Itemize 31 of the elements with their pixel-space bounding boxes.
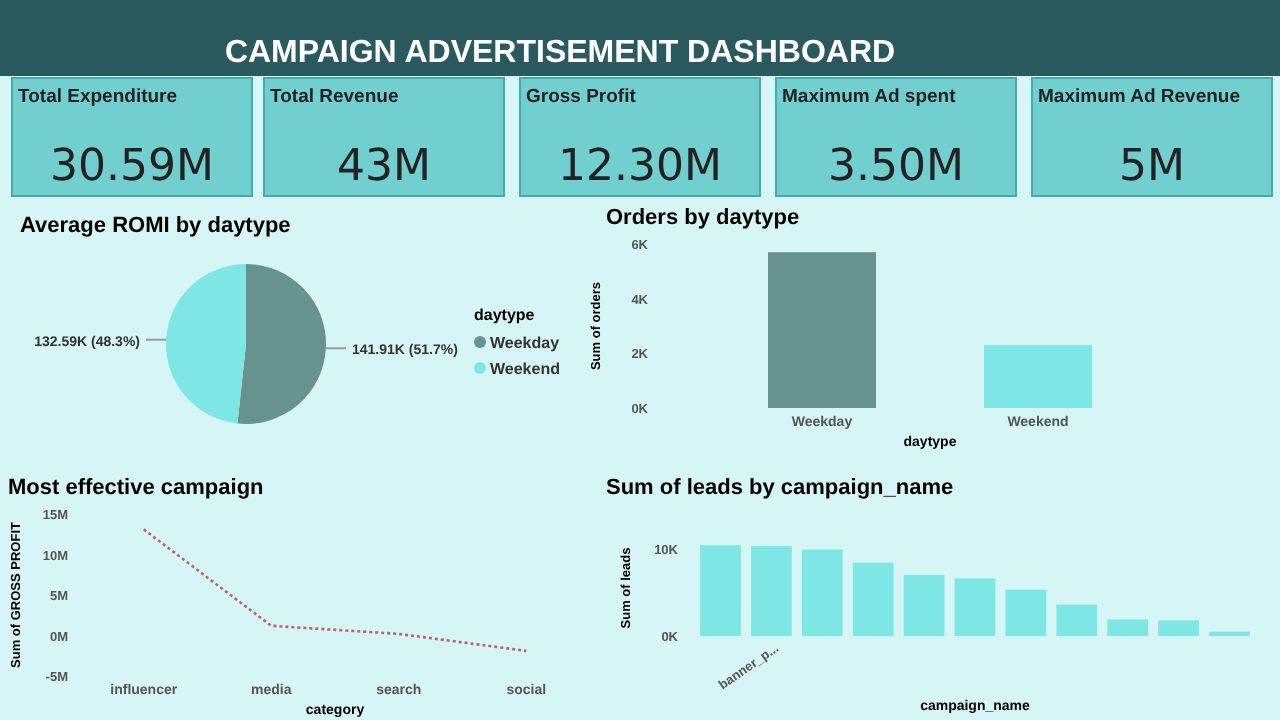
bar [1107, 619, 1149, 636]
text: Maximum Ad Revenue [1038, 86, 1241, 108]
text: Gross Profit [526, 86, 638, 108]
line-series [142, 528, 528, 653]
text: 5M [1119, 142, 1185, 192]
bar [1005, 589, 1047, 636]
bar [700, 545, 741, 636]
text: Total Expenditure [18, 86, 178, 108]
legend-label: Weekday [490, 334, 561, 352]
text: 43M [337, 142, 431, 192]
bar [751, 546, 792, 636]
text: 12.30M [558, 142, 722, 192]
text: Total Revenue [270, 86, 399, 108]
pie-slice [166, 264, 246, 424]
bar [852, 562, 894, 636]
text: 3.50M [828, 142, 964, 192]
pie-slice [237, 264, 326, 424]
legend-label: Weekend [490, 360, 561, 378]
text: Maximum Ad spent [782, 86, 958, 108]
chart-title: Orders by daytype [606, 206, 800, 230]
text: CAMPAIGN ADVERTISEMENT DASHBOARD [224, 36, 896, 70]
bar [903, 574, 945, 636]
bar [1056, 604, 1098, 636]
chart-title: Most effective campaign [8, 476, 265, 500]
bar [801, 549, 843, 636]
bar [954, 578, 996, 636]
bar [1158, 620, 1199, 636]
legend-title: daytype [474, 306, 536, 324]
chart-title: Sum of leads by campaign_name [606, 476, 954, 500]
chart-title: Average ROMI by daytype [20, 214, 291, 238]
text: 30.59M [50, 142, 214, 192]
